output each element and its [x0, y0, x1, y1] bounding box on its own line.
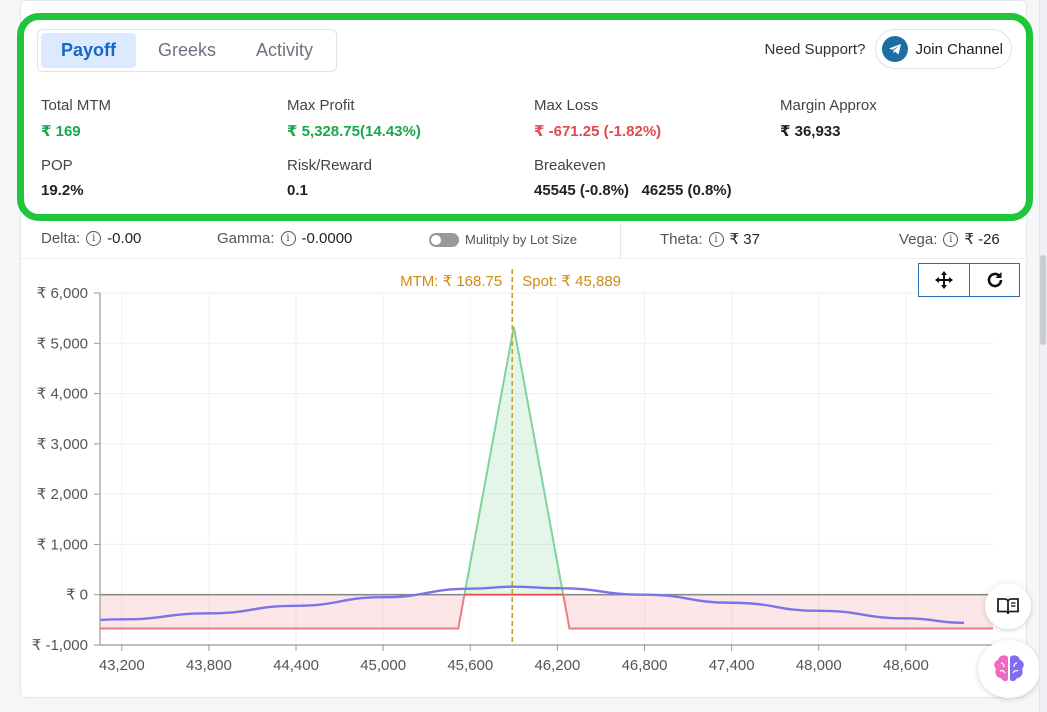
loss-area-left — [100, 594, 465, 629]
y-tick-label: ₹ 4,000 — [37, 386, 88, 403]
join-channel-label: Join Channel — [915, 40, 1003, 58]
refresh-icon — [987, 272, 1002, 288]
spot-annotation: Spot: ₹ 45,889 — [522, 273, 621, 290]
y-tick-label: ₹ 5,000 — [37, 335, 88, 352]
pop-value: 19.2% — [41, 182, 84, 199]
theta-label: Theta: — [660, 230, 703, 248]
total-mtm-value: ₹ 169 — [41, 123, 81, 140]
risk-reward-stat: Risk/Reward 0.1 — [287, 157, 372, 199]
payoff-line-loss-right — [562, 594, 993, 630]
x-tick-label: 43,200 — [99, 657, 145, 674]
move-icon — [935, 271, 953, 289]
payoff-line-loss-left — [100, 594, 466, 630]
x-tick-label: 44,400 — [273, 657, 319, 674]
max-profit-label: Max Profit — [287, 97, 355, 114]
info-icon[interactable]: i — [86, 231, 102, 246]
brain-icon — [994, 655, 1024, 682]
x-tick-label: 46,200 — [534, 657, 580, 674]
mtm-annotation: MTM: ₹ 168.75 — [400, 273, 502, 290]
vega-label: Vega: — [899, 230, 938, 248]
x-tick-label: 45,000 — [360, 657, 406, 674]
total-mtm-stat: Total MTM ₹ 169 — [41, 97, 111, 140]
lot-size-toggle-group: Mulitply by Lot Size — [429, 232, 577, 247]
tab-activity[interactable]: Activity — [256, 40, 314, 60]
tab-greeks[interactable]: Greeks — [158, 40, 217, 60]
profit-area — [464, 326, 564, 595]
margin-stat: Margin Approx ₹ 36,933 — [780, 97, 877, 140]
max-loss-value: ₹ -671.25 (-1.82%) — [534, 123, 662, 140]
info-icon[interactable]: i — [943, 231, 959, 247]
docs-button[interactable] — [985, 583, 1031, 629]
chart-controls — [918, 263, 1020, 297]
margin-value: ₹ 36,933 — [780, 123, 841, 140]
y-tick-label: ₹ -1,000 — [32, 637, 88, 654]
pan-button[interactable] — [919, 264, 969, 296]
y-tick-label: ₹ 0 — [66, 587, 88, 604]
total-mtm-label: Total MTM — [41, 97, 112, 114]
y-tick-label: ₹ 1,000 — [37, 536, 88, 553]
greeks-divider — [620, 223, 621, 259]
t0-curve — [100, 585, 964, 625]
max-profit-stat: Max Profit ₹ 5,328.75(14.43%) — [287, 97, 421, 140]
lot-size-label: Mulitply by Lot Size — [465, 232, 577, 247]
x-tick-label: 43,800 — [186, 657, 232, 674]
ai-assistant-button[interactable] — [978, 640, 1040, 698]
max-loss-label: Max Loss — [534, 97, 599, 114]
delta-value: -0.00 — [107, 230, 142, 247]
theta-value: ₹ 37 — [729, 231, 760, 248]
support-section: Need Support? Join Channel — [765, 29, 1012, 69]
right-scroll-edge[interactable] — [1039, 0, 1047, 712]
x-tick-label: 48,000 — [796, 657, 842, 674]
gamma-label: Gamma: — [217, 230, 275, 247]
loss-area-right — [563, 594, 993, 629]
info-icon[interactable]: i — [280, 231, 296, 246]
support-text: Need Support? — [764, 40, 866, 58]
vega-value: ₹ -26 — [964, 231, 1000, 248]
payoff-line-profit — [463, 326, 565, 595]
max-profit-value: ₹ 5,328.75(14.43%) — [287, 123, 421, 140]
lot-size-toggle[interactable] — [429, 232, 459, 247]
plot-area — [100, 326, 993, 630]
tab-payoff[interactable]: Payoff — [41, 33, 137, 68]
breakeven-label: Breakeven — [534, 157, 606, 174]
x-tick-label: 47,400 — [709, 657, 755, 674]
pop-label: POP — [41, 157, 73, 174]
view-tabs: Payoff Greeks Activity — [37, 29, 337, 72]
y-tick-label: ₹ 2,000 — [37, 486, 88, 503]
vega-stat: Vega: i ₹ -26 — [899, 230, 1000, 249]
greeks-bar: Delta: i -0.00 Gamma: i -0.0000 Mulitply… — [21, 223, 1028, 259]
book-icon — [997, 598, 1019, 615]
gamma-stat: Gamma: i -0.0000 — [217, 230, 352, 247]
breakeven-values: 45545 (-0.8%) 46255 (0.8%) — [534, 182, 732, 199]
x-tick-label: 45,600 — [447, 657, 493, 674]
theta-stat: Theta: i ₹ 37 — [660, 230, 760, 249]
telegram-icon — [882, 36, 909, 62]
scrollbar-thumb[interactable] — [1040, 255, 1046, 345]
delta-stat: Delta: i -0.00 — [41, 230, 141, 247]
risk-reward-value: 0.1 — [287, 182, 308, 199]
gamma-value: -0.0000 — [301, 230, 353, 247]
margin-label: Margin Approx — [780, 97, 877, 114]
join-channel-button[interactable]: Join Channel — [875, 29, 1012, 69]
breakeven-lower: 45545 (-0.8%) — [534, 182, 630, 199]
risk-reward-label: Risk/Reward — [287, 157, 373, 174]
info-icon[interactable]: i — [708, 231, 724, 247]
pop-stat: POP 19.2% — [41, 157, 84, 199]
reset-zoom-button[interactable] — [969, 264, 1019, 296]
y-tick-label: ₹ 6,000 — [37, 285, 88, 302]
x-tick-label: 46,800 — [622, 657, 668, 674]
breakeven-stat: Breakeven 45545 (-0.8%) 46255 (0.8%) — [534, 157, 732, 199]
max-loss-stat: Max Loss ₹ -671.25 (-1.82%) — [534, 97, 661, 140]
summary-panel: Payoff Greeks Activity Need Support? Joi… — [17, 13, 1033, 221]
x-tick-label: 48,600 — [883, 657, 929, 674]
delta-label: Delta: — [41, 230, 81, 247]
y-tick-label: ₹ 3,000 — [37, 436, 88, 453]
breakeven-upper: 46255 (0.8%) — [641, 182, 732, 199]
